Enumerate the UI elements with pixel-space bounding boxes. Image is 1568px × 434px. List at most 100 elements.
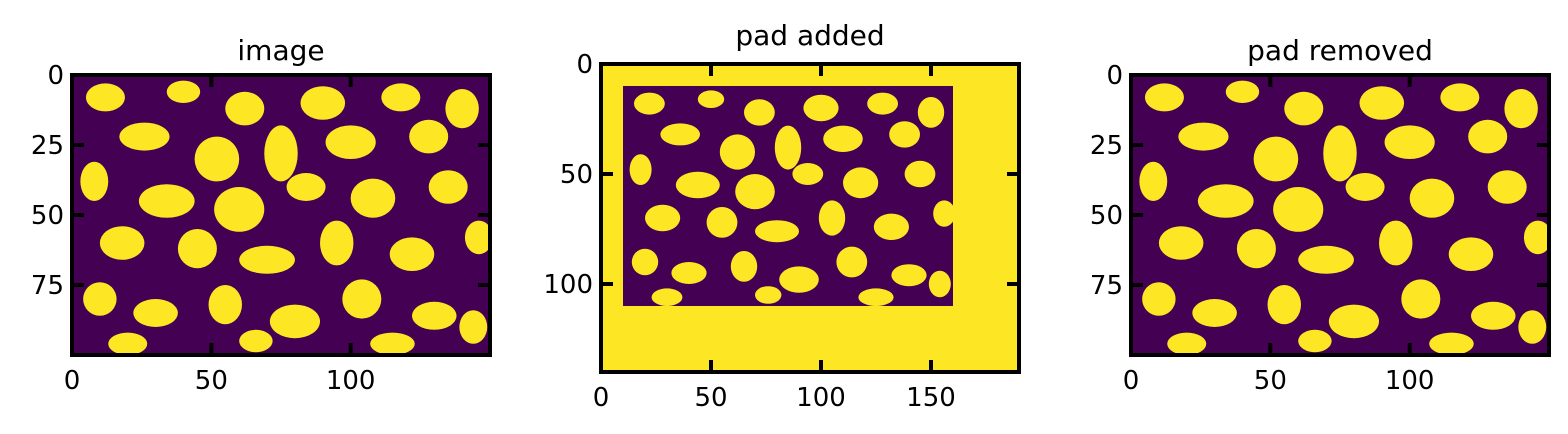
- heatmap-blob: [904, 160, 936, 188]
- heatmap-blob: [1448, 237, 1494, 271]
- heatmap-blob: [823, 125, 863, 152]
- heatmap-blob: [1504, 89, 1538, 129]
- heatmap-blob: [843, 167, 879, 199]
- heatmap-blob: [836, 246, 868, 278]
- heatmap-blob: [651, 288, 683, 306]
- y-tick-label: 0: [576, 50, 593, 80]
- heatmap-blob: [239, 329, 273, 353]
- heatmap-blob: [755, 220, 799, 243]
- x-tick-label: 0: [64, 366, 81, 396]
- heatmap-blob: [1139, 161, 1168, 201]
- heatmap-blob: [1487, 170, 1527, 204]
- heatmap-blob: [225, 91, 265, 126]
- x-tick-label: 0: [1123, 366, 1140, 396]
- heatmap-blob: [409, 119, 449, 154]
- heatmap-blob: [1267, 285, 1301, 325]
- heatmap-blob: [645, 204, 681, 232]
- heatmap-blob: [350, 178, 396, 218]
- heatmap-blob: [1142, 282, 1176, 316]
- heatmap-blob: [1167, 332, 1207, 355]
- y-tick-label: 50: [31, 201, 64, 231]
- x-tick-label: 50: [694, 383, 727, 413]
- heatmap-blob: [1178, 122, 1229, 151]
- heatmap-blob: [381, 83, 421, 112]
- heatmap-blob: [428, 170, 468, 204]
- heatmap-blob: [744, 99, 775, 126]
- heatmap-blob: [1345, 173, 1385, 201]
- panel-image: 0 50 100 0 25 50 75 image: [31, 34, 492, 396]
- heatmap-blob: [671, 262, 707, 284]
- heatmap-blob: [803, 94, 839, 122]
- heatmap-blob: [411, 301, 457, 330]
- heatmap-blob: [1273, 187, 1324, 232]
- heatmap-blob: [286, 173, 326, 201]
- heatmap-blob: [928, 270, 951, 298]
- heatmap-blob: [867, 92, 898, 115]
- heatmap-blob: [1523, 220, 1549, 255]
- heatmap-blob: [675, 171, 720, 199]
- y-tick-label: 25: [1090, 131, 1123, 161]
- heatmap-blob: [85, 83, 125, 112]
- heatmap-blob: [83, 282, 117, 316]
- heatmap-blob: [1384, 125, 1435, 159]
- heatmap-blob: [891, 264, 927, 287]
- x-tick-label: 150: [906, 383, 956, 413]
- heatmap-blob: [1409, 178, 1455, 218]
- heatmap-blob: [1144, 83, 1184, 112]
- x-tick-label: 0: [593, 383, 610, 413]
- heatmap-blob: [1197, 184, 1254, 218]
- heatmap-blob: [300, 86, 346, 120]
- heatmap-blob: [1236, 229, 1276, 269]
- heatmap-blob: [80, 161, 109, 201]
- heatmap-blob: [138, 184, 195, 218]
- heatmap-blob: [858, 288, 894, 306]
- heatmap-blob: [1440, 83, 1480, 112]
- heatmap-blob: [1298, 245, 1354, 274]
- x-tick-label: 100: [796, 383, 846, 413]
- panel-title: pad added: [735, 19, 884, 52]
- heatmap-blob: [99, 226, 145, 260]
- heatmap-blob: [1192, 299, 1237, 327]
- heatmap-blob: [1253, 136, 1299, 182]
- heatmap-blob: [1328, 304, 1380, 339]
- heatmap-blob: [214, 187, 265, 232]
- heatmap-blob: [629, 154, 652, 186]
- x-tick-label: 100: [1385, 366, 1435, 396]
- heatmap-blob: [1225, 80, 1260, 104]
- heatmap-blob: [1518, 310, 1547, 344]
- heatmap-blob: [1284, 91, 1324, 126]
- panel-title: pad removed: [1247, 34, 1433, 67]
- heatmap-blob: [719, 134, 756, 170]
- heatmap-blob: [239, 245, 295, 274]
- y-tick-label: 0: [1106, 61, 1123, 91]
- heatmap-blob: [320, 220, 354, 266]
- heatmap-blob: [389, 237, 435, 271]
- ticks: 0 50 100 0 25 50 75: [31, 61, 490, 396]
- heatmap-blob: [1323, 125, 1357, 182]
- heatmap-blob: [108, 332, 148, 355]
- heatmap-cells: [629, 90, 953, 306]
- heatmap-blob: [792, 163, 824, 185]
- y-tick-label: 50: [560, 160, 593, 190]
- heatmap-blob: [269, 304, 321, 339]
- heatmap-blob: [933, 200, 953, 227]
- ticks: 0 50 100 0 25 50 75: [1090, 61, 1549, 396]
- y-tick-label: 100: [543, 270, 593, 300]
- panel-title: image: [237, 34, 324, 67]
- axes-frame: [599, 62, 1021, 374]
- panel-pad-removed: 0 50 100 0 25 50 75 pad removed: [1090, 34, 1551, 396]
- heatmap-blob: [660, 123, 700, 146]
- y-tick-label: 50: [1090, 201, 1123, 231]
- heatmap-blob: [325, 125, 376, 159]
- heatmap-blob: [1158, 226, 1204, 260]
- y-tick-label: 75: [1090, 271, 1123, 301]
- heatmap-blob: [1379, 220, 1413, 266]
- heatmap-blob: [917, 97, 945, 128]
- heatmap-blob: [1470, 301, 1516, 330]
- x-tick-label: 50: [1254, 366, 1287, 396]
- heatmap-blob: [1401, 279, 1441, 319]
- heatmap-blob: [166, 80, 201, 104]
- heatmap-blob: [342, 279, 382, 319]
- heatmap-blob: [445, 89, 479, 129]
